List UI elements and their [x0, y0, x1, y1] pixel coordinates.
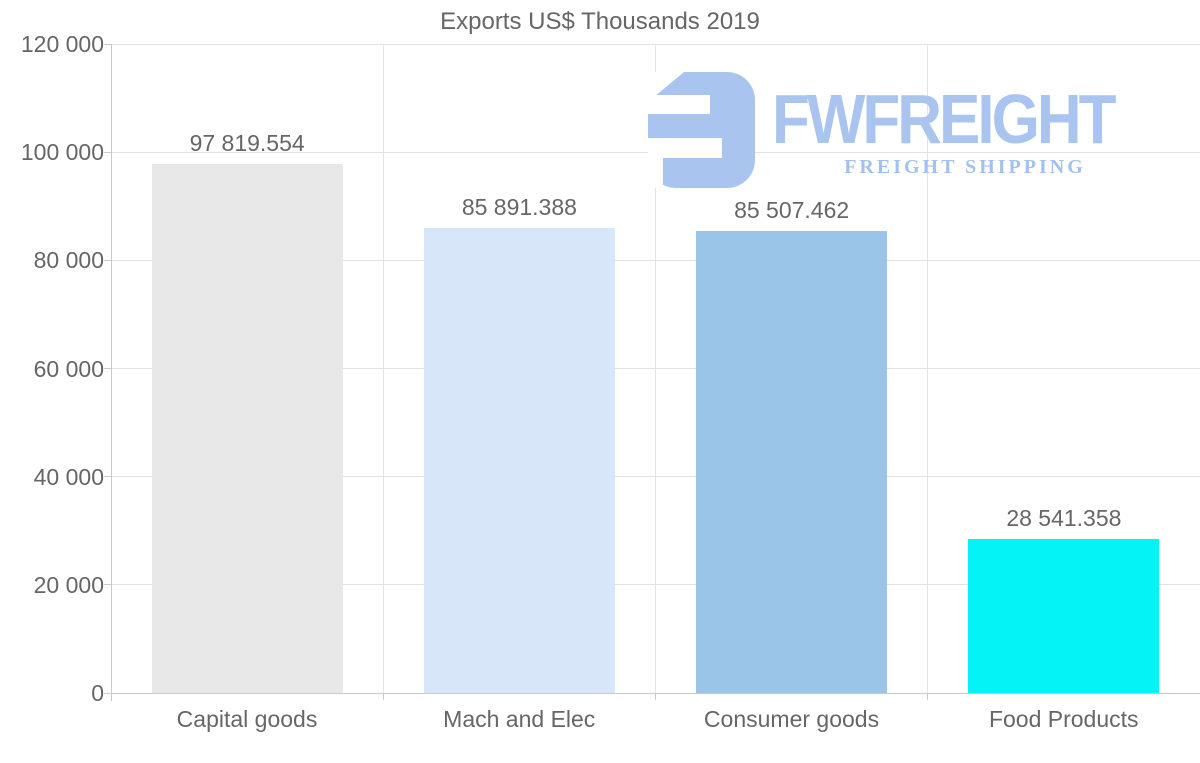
bar-capital-goods — [151, 163, 343, 693]
gridline-vertical — [927, 44, 929, 693]
fwfreight-logo-icon — [648, 72, 755, 188]
x-axis-tick — [927, 693, 929, 700]
y-axis-tick — [104, 476, 111, 478]
bar-value-label: 85 507.462 — [734, 196, 850, 223]
gridline-vertical — [382, 44, 384, 693]
brand-watermark: FWFREIGHT FREIGHT SHIPPING — [648, 72, 1158, 188]
y-axis-tick-label: 20 000 — [33, 571, 104, 598]
y-axis-tick-label: 0 — [91, 680, 104, 706]
plot-area: 97 819.554 85 891.388 85 507.462 28 541.358 — [104, 43, 1200, 701]
x-axis-tick — [655, 693, 656, 700]
y-axis-tick — [104, 259, 111, 261]
y-axis-line — [111, 44, 112, 701]
x-axis-tick — [110, 693, 112, 700]
y-axis-tick-label: 60 000 — [33, 355, 104, 382]
y-axis-tick — [104, 151, 111, 153]
x-axis-category-label: Capital goods — [176, 706, 318, 732]
y-axis-tick-label: 80 000 — [33, 247, 104, 274]
brand-tagline: FREIGHT SHIPPING — [844, 156, 1086, 178]
y-axis-tick-label: 40 000 — [33, 463, 104, 490]
y-axis-tick-label: 100 000 — [20, 139, 104, 166]
chart-title: Exports US$ Thousands 2019 — [440, 8, 760, 35]
brand-wordmark: FWFREIGHT — [772, 81, 1116, 159]
bar-mach-and-elec — [423, 228, 615, 693]
bar-consumer-goods — [696, 230, 888, 693]
y-axis-tick — [104, 368, 111, 369]
x-axis-category-label: Consumer goods — [703, 706, 880, 732]
x-axis-category-label: Mach and Elec — [443, 706, 596, 732]
y-axis-tick — [104, 43, 111, 45]
y-axis-tick — [104, 692, 111, 694]
y-axis-tick-label: 120 000 — [20, 31, 104, 57]
bar-food-products — [968, 538, 1160, 693]
y-axis-tick — [104, 584, 111, 586]
gridline-vertical — [655, 44, 656, 693]
bar-value-label: 85 891.388 — [461, 194, 577, 221]
x-axis-tick — [382, 693, 384, 700]
bar-value-label: 97 819.554 — [189, 129, 305, 156]
x-axis-category-label: Food Products — [988, 706, 1139, 732]
bar-value-label: 28 541.358 — [1006, 504, 1122, 531]
